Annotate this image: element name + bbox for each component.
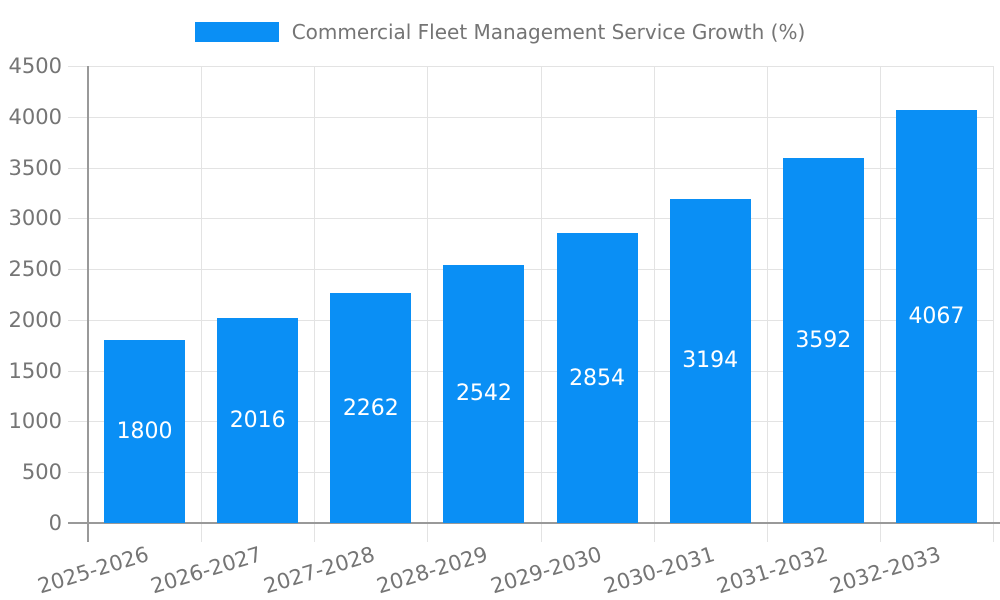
bar[interactable]: 4067 (895, 109, 977, 523)
y-tick (68, 116, 88, 118)
v-gridline (427, 66, 429, 523)
y-axis-label: 0 (48, 511, 62, 535)
x-axis-label: 2030-2031 (600, 542, 718, 599)
bar[interactable]: 3194 (669, 198, 751, 523)
v-gridline (540, 66, 542, 523)
bar-value-label: 3592 (795, 328, 852, 354)
v-gridline (201, 66, 203, 523)
v-gridline (653, 66, 655, 523)
y-tick (68, 370, 88, 372)
bar[interactable]: 2262 (330, 293, 412, 523)
x-tick (540, 523, 542, 542)
bar[interactable]: 2016 (217, 318, 299, 523)
bar-value-label: 2262 (342, 395, 399, 421)
bar-value-label: 1800 (116, 419, 173, 445)
y-tick (68, 319, 88, 321)
y-tick (68, 218, 88, 220)
bar[interactable]: 1800 (104, 340, 186, 523)
x-tick (314, 523, 316, 542)
x-tick (766, 523, 768, 542)
x-axis-label: 2026-2027 (148, 542, 265, 599)
x-tick (201, 523, 203, 542)
legend-swatch (194, 22, 279, 42)
bar[interactable]: 3592 (782, 158, 864, 523)
bar[interactable]: 2854 (556, 233, 638, 523)
x-tick (653, 523, 655, 542)
y-tick (68, 472, 88, 474)
x-axis-label: 2032-2033 (826, 542, 944, 599)
y-tick (68, 269, 88, 271)
x-axis-label: 2031-2032 (713, 542, 831, 599)
y-axis-line (87, 66, 89, 542)
y-axis-label: 3500 (8, 155, 62, 180)
y-tick (68, 66, 88, 67)
x-axis-line (68, 522, 1000, 524)
bar-value-label: 3194 (682, 348, 739, 374)
y-axis-label: 1500 (8, 358, 62, 383)
y-axis-label: 3000 (8, 206, 62, 231)
x-axis-label: 2028-2029 (374, 542, 491, 599)
bar-value-label: 2016 (229, 408, 286, 434)
y-axis-label: 4000 (8, 104, 62, 129)
legend[interactable]: Commercial Fleet Management Service Grow… (0, 20, 1000, 44)
v-gridline (993, 66, 994, 523)
y-axis-label: 500 (21, 460, 62, 485)
v-gridline (766, 66, 768, 523)
x-tick (879, 523, 881, 542)
bar[interactable]: 2542 (443, 264, 525, 523)
bar-value-label: 2542 (455, 381, 512, 407)
y-axis-label: 1000 (8, 409, 62, 434)
x-axis-label: 2029-2030 (487, 542, 605, 599)
x-axis-label: 2025-2026 (35, 542, 152, 599)
legend-label: Commercial Fleet Management Service Grow… (291, 20, 806, 44)
plot-area: 0 500 1000 1500 2000 2500 3000 3500 4000 4500 1800… (9, 54, 1000, 598)
bar-value-label: 2854 (569, 365, 626, 391)
x-tick (427, 523, 429, 542)
y-tick (68, 167, 88, 169)
v-gridline (314, 66, 316, 523)
y-axis-label: 2500 (8, 257, 62, 282)
x-tick (993, 523, 994, 542)
v-gridline (879, 66, 881, 523)
x-axis-label: 2027-2028 (261, 542, 378, 599)
y-tick (68, 421, 88, 423)
y-axis-label: 2000 (8, 307, 62, 332)
bar-value-label: 4067 (908, 303, 965, 329)
y-axis-label: 4500 (8, 54, 62, 78)
